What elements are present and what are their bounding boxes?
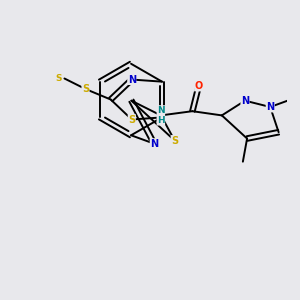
Text: N: N xyxy=(241,96,249,106)
Text: N
H: N H xyxy=(157,106,165,125)
Text: S: S xyxy=(82,84,89,94)
Text: S: S xyxy=(56,74,62,83)
Text: N: N xyxy=(266,102,274,112)
Text: N: N xyxy=(128,74,136,85)
Text: S: S xyxy=(171,136,178,146)
Text: S: S xyxy=(128,115,135,124)
Text: N: N xyxy=(150,139,158,149)
Text: O: O xyxy=(195,81,203,91)
